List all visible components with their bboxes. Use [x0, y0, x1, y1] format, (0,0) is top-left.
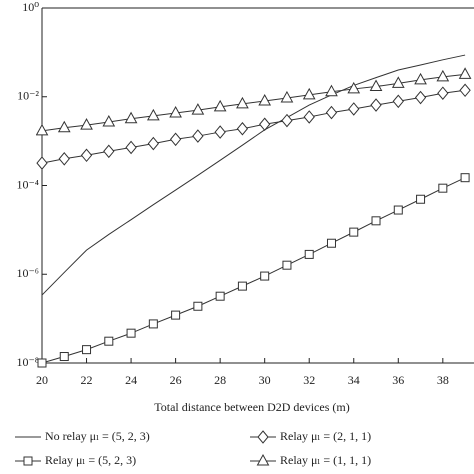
- x-tick-label: 26: [170, 373, 182, 387]
- marker-square: [104, 336, 114, 346]
- marker-square: [282, 260, 292, 270]
- legend-label: Relay μₗ = (2, 1, 1): [280, 429, 371, 443]
- marker-diamond: [58, 152, 70, 166]
- marker-diamond: [259, 117, 271, 132]
- marker-triangle: [256, 453, 270, 466]
- x-tick-label: 32: [303, 373, 315, 387]
- marker-square: [237, 281, 247, 291]
- marker-diamond: [147, 136, 159, 151]
- marker-square: [393, 205, 403, 215]
- plot-area: [36, 54, 472, 368]
- marker-triangle: [391, 76, 405, 88]
- marker-diamond: [192, 129, 204, 143]
- marker-triangle: [213, 99, 227, 112]
- marker-square: [326, 238, 336, 248]
- y-tick-label: 10⁻⁶: [16, 266, 39, 280]
- marker-diamond: [303, 110, 315, 124]
- marker-square: [416, 194, 426, 204]
- marker-square: [260, 271, 270, 281]
- x-tick-label: 34: [348, 373, 360, 387]
- marker-triangle: [169, 105, 182, 118]
- x-tick-label: 22: [81, 373, 93, 387]
- x-tick-label: 28: [214, 373, 226, 387]
- marker-triangle: [36, 123, 49, 136]
- marker-square: [193, 301, 203, 311]
- legend-label: Relay μₗ = (5, 2, 3): [45, 453, 136, 467]
- y-tick-label: 10⁰: [22, 0, 39, 14]
- marker-triangle: [146, 108, 160, 121]
- x-tick-label: 20: [36, 373, 48, 387]
- marker-triangle: [369, 79, 383, 92]
- marker-square: [371, 216, 381, 226]
- marker-diamond: [169, 132, 182, 147]
- marker-diamond: [459, 83, 471, 98]
- y-tick-label: 10⁻⁴: [16, 177, 39, 191]
- marker-triangle: [236, 96, 249, 109]
- marker-square: [82, 345, 92, 355]
- marker-square: [59, 352, 69, 362]
- y-tick-label: 10⁻²: [17, 89, 39, 103]
- marker-square: [438, 183, 448, 193]
- marker-diamond: [236, 121, 249, 136]
- marker-diamond: [414, 90, 427, 105]
- marker-square: [171, 310, 181, 320]
- marker-triangle: [414, 72, 427, 85]
- marker-square: [126, 328, 136, 338]
- marker-square: [215, 291, 225, 301]
- marker-square: [37, 358, 47, 368]
- x-tick-label: 36: [392, 373, 404, 387]
- series-line: [41, 177, 466, 364]
- legend-label: Relay μₗ = (1, 1, 1): [280, 453, 371, 467]
- marker-triangle: [191, 103, 205, 115]
- marker-diamond: [257, 430, 269, 444]
- marker-diamond: [370, 98, 382, 112]
- marker-triangle: [325, 84, 338, 97]
- marker-square: [460, 173, 470, 183]
- marker-diamond: [392, 94, 404, 109]
- marker-triangle: [347, 81, 361, 94]
- x-tick-label: 38: [437, 373, 449, 387]
- marker-triangle: [102, 114, 116, 127]
- legend-label: No relay μₗ = (5, 2, 3): [45, 429, 150, 443]
- marker-diamond: [281, 113, 293, 128]
- marker-square: [304, 249, 314, 259]
- marker-diamond: [125, 140, 137, 155]
- y-tick-label: 10⁻⁸: [16, 355, 39, 369]
- marker-diamond: [214, 125, 226, 139]
- marker-triangle: [57, 120, 71, 133]
- marker-diamond: [325, 105, 338, 120]
- marker-diamond: [36, 156, 48, 170]
- x-tick-label: 24: [125, 373, 137, 387]
- marker-triangle: [280, 90, 294, 103]
- marker-diamond: [103, 144, 115, 159]
- marker-triangle: [258, 94, 272, 106]
- marker-square: [23, 456, 33, 466]
- marker-square: [349, 227, 359, 237]
- marker-diamond: [80, 148, 93, 163]
- x-tick-label: 30: [259, 373, 271, 387]
- marker-triangle: [458, 67, 472, 79]
- x-axis-label: Total distance between D2D devices (m): [154, 400, 349, 414]
- marker-square: [148, 319, 158, 329]
- series-line: [41, 54, 466, 296]
- marker-triangle: [436, 69, 450, 82]
- marker-diamond: [437, 86, 449, 101]
- marker-triangle: [302, 87, 316, 100]
- marker-triangle: [80, 118, 93, 130]
- marker-triangle: [124, 111, 138, 124]
- marker-diamond: [348, 102, 360, 116]
